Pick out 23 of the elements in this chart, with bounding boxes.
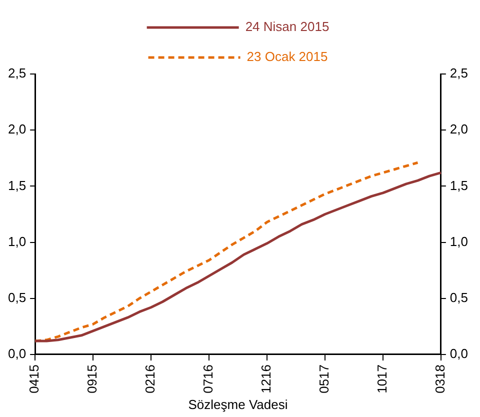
y2-tick-label: 0,5 [450,290,468,305]
x-tick-label: 0915 [84,364,100,394]
y2-tick-label: 1,5 [450,178,468,193]
y-tick-label: 0,5 [8,290,26,305]
x-tick-label: 0517 [316,364,332,394]
y-tick-label: 0,0 [8,346,26,362]
y2-tick-label: 1,0 [450,234,468,249]
x-tick-label: 0318 [432,364,448,394]
x-tick-label: 0415 [26,364,42,394]
x-tick-label: 0216 [142,364,158,394]
y-tick-label: 2,5 [8,66,26,81]
y2-tick-label: 0,0 [450,346,468,362]
y-tick-label: 1,0 [8,234,26,249]
y2-tick-label: 2,0 [450,122,468,137]
x-tick-label: 1017 [374,364,390,394]
y-tick-label: 2,0 [8,122,26,137]
x-tick-label: 1216 [258,364,274,394]
x-tick-label: 0716 [200,364,216,394]
text: 23 Ocak 2015 [246,49,328,64]
y2-tick-label: 2,5 [450,66,468,81]
x-axis-title: Sözleşme Vadesi [188,396,288,412]
text: 24 Nisan 2015 [245,19,330,34]
y-tick-label: 1,5 [8,178,26,193]
